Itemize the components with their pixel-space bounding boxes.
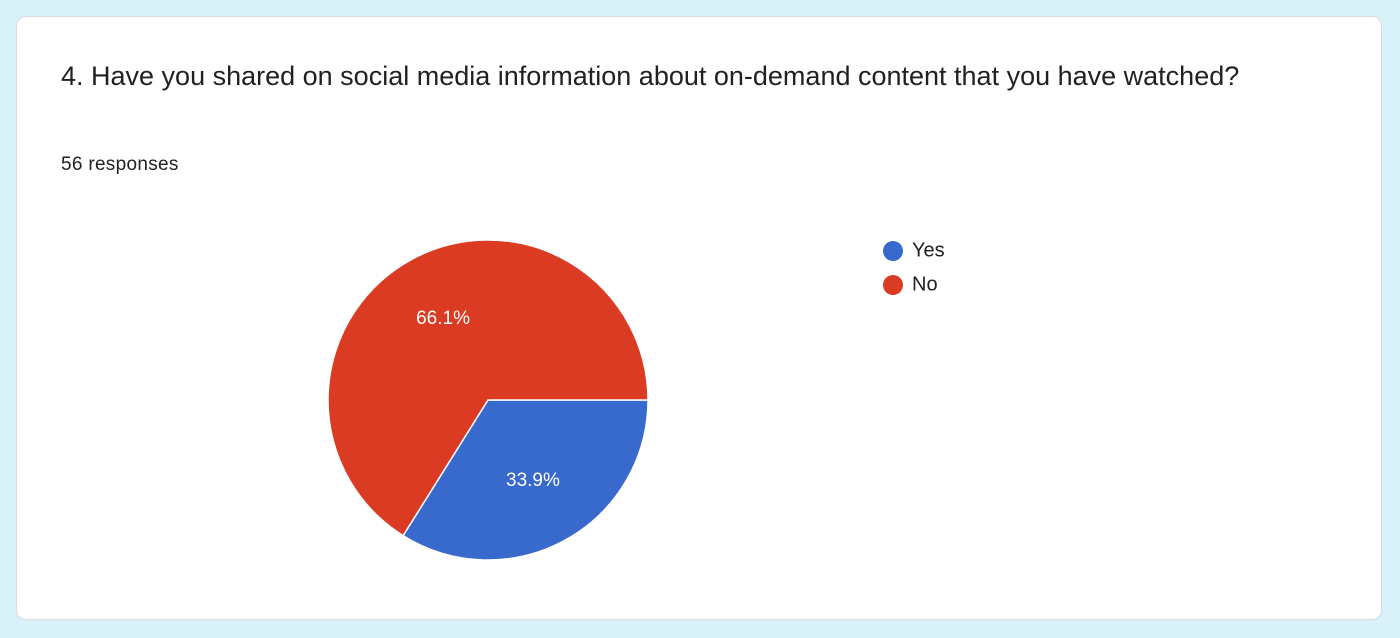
pie-slice-labels: 33.9% 66.1% [416, 308, 560, 491]
pie-slices [327, 239, 649, 561]
pie-slice-label-no: 66.1% [416, 308, 470, 329]
legend-label-no: No [912, 273, 938, 295]
legend-marker-yes [883, 241, 903, 261]
question-card: 4. Have you shared on social media infor… [16, 16, 1382, 620]
pie-slice-label-yes: 33.9% [506, 470, 560, 491]
chart-legend: Yes No [883, 239, 945, 295]
legend-marker-no [883, 275, 903, 295]
pie-chart: 33.9% 66.1% Yes No [327, 239, 945, 561]
pie-slice-yes[interactable] [402, 399, 649, 561]
legend-label-yes: Yes [912, 239, 945, 261]
question-title: 4. Have you shared on social media infor… [61, 61, 1240, 91]
pie-slice-no[interactable] [327, 239, 649, 537]
response-count: 56 responses [61, 154, 179, 175]
